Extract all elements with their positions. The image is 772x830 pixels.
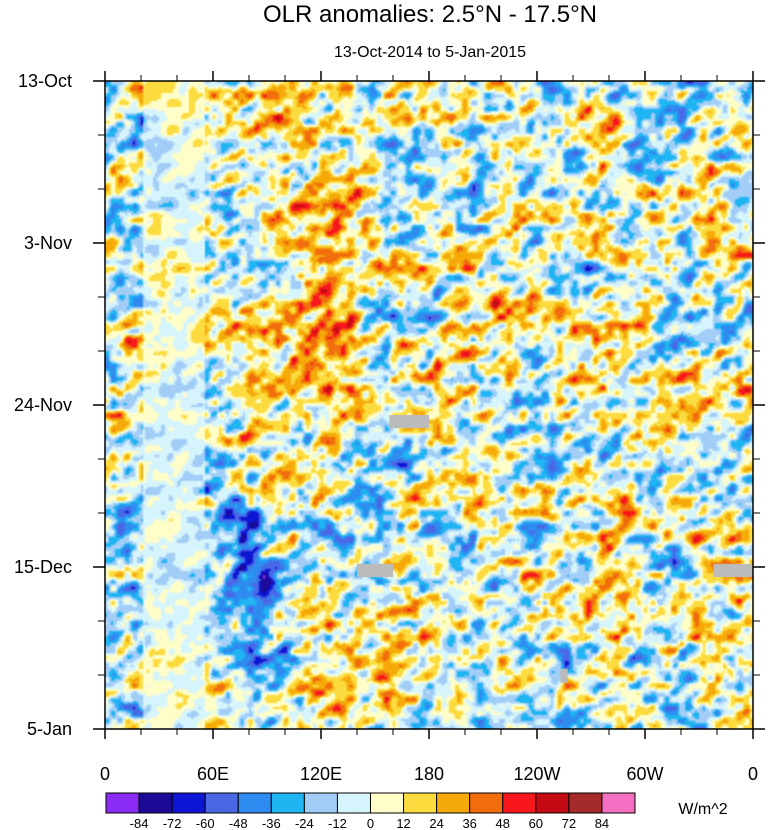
colorbar-swatch (303, 792, 338, 814)
colorbar-swatch (204, 792, 239, 814)
y-tick-label: 24-Nov (14, 395, 72, 415)
colorbar-level-label: -24 (295, 816, 314, 830)
heatmap-plot-area (104, 80, 754, 730)
missing-data-patch (389, 415, 429, 429)
missing-data-patch (713, 563, 753, 578)
chart-title: OLR anomalies: 2.5°N - 17.5°N (263, 1, 597, 28)
colorbar-level-label: 24 (429, 816, 443, 830)
colorbar-units-label: W/m^2 (678, 801, 727, 818)
colorbar-swatch (138, 792, 173, 814)
colorbar-swatch (105, 792, 140, 814)
x-tick-label: 0 (100, 764, 110, 784)
x-tick-label: 120W (513, 764, 560, 784)
y-tick-label: 3-Nov (24, 233, 72, 253)
missing-data-patches (357, 415, 753, 683)
colorbar-swatch (336, 792, 371, 814)
colorbar-swatch (270, 792, 305, 814)
colorbar-swatch (502, 792, 537, 814)
colorbar-level-label: 72 (562, 816, 576, 830)
missing-data-patch (357, 563, 393, 578)
colorbar-swatch (568, 792, 603, 814)
x-tick-label: 60E (197, 764, 229, 784)
y-axis: 13-Oct 3-Nov 24-Nov 15-Dec 5-Jan (14, 71, 765, 739)
x-tick-label: 120E (300, 764, 342, 784)
colorbar-level-label: -84 (130, 816, 149, 830)
colorbar-level-label: 84 (595, 816, 609, 830)
colorbar-swatch (469, 792, 504, 814)
y-tick-label: 15-Dec (14, 557, 72, 577)
y-tick-label: 13-Oct (18, 71, 72, 91)
x-axis: 0 60E 120E 180 120W 60W 0 (100, 71, 758, 784)
colorbar-level-label: 12 (396, 816, 410, 830)
colorbar-level-label: 0 (367, 816, 374, 830)
colorbar: -84 -72 -60 -48 -36 -24 -12 0 12 24 36 48 60 72 84 (105, 792, 636, 830)
colorbar-swatch (436, 792, 471, 814)
chart-subtitle: 13-Oct-2014 to 5-Jan-2015 (334, 44, 526, 61)
colorbar-swatch (370, 792, 405, 814)
x-tick-label: 60W (626, 764, 663, 784)
missing-data-patch (560, 668, 568, 683)
colorbar-swatch (535, 792, 570, 814)
x-tick-label: 180 (414, 764, 444, 784)
colorbar-level-label: -36 (262, 816, 281, 830)
colorbar-swatch (171, 792, 206, 814)
colorbar-swatch (237, 792, 272, 814)
y-tick-label: 5-Jan (27, 719, 72, 739)
colorbar-level-label: 60 (529, 816, 543, 830)
colorbar-level-label: 48 (496, 816, 510, 830)
colorbar-swatch (601, 792, 636, 814)
colorbar-level-label: -72 (163, 816, 182, 830)
colorbar-level-label: 36 (462, 816, 476, 830)
colorbar-level-label: -12 (328, 816, 347, 830)
colorbar-swatch (403, 792, 438, 814)
olr-anomaly-field (105, 81, 753, 729)
x-tick-label: 0 (748, 764, 758, 784)
colorbar-level-label: -60 (196, 816, 215, 830)
colorbar-level-label: -48 (229, 816, 248, 830)
